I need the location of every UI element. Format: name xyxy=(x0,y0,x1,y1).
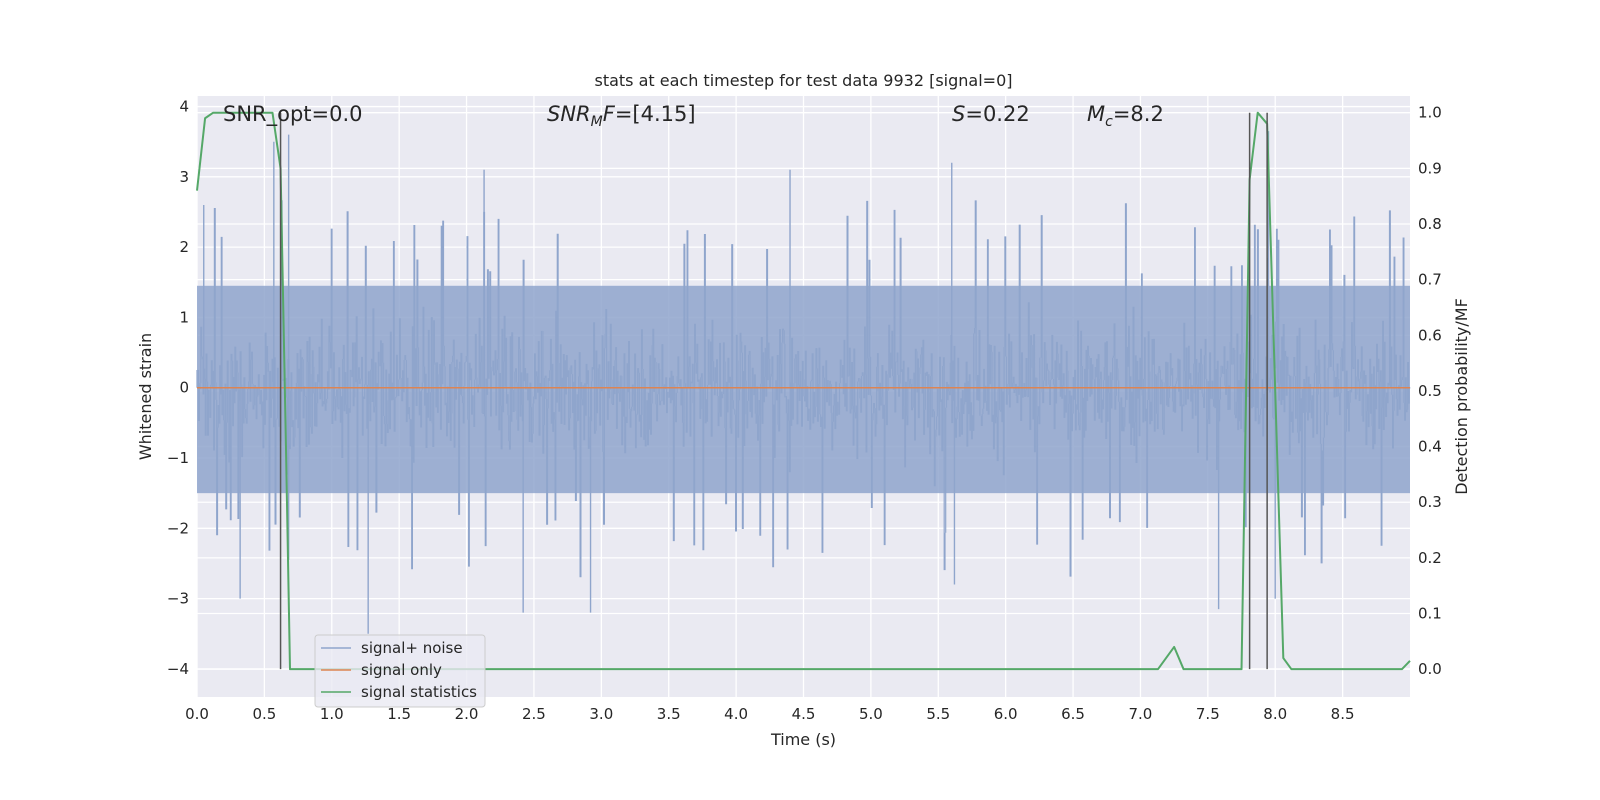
y-axis-label: Whitened strain xyxy=(136,333,155,460)
y2-tick-label: 0.0 xyxy=(1418,660,1442,678)
y-tick-label: 2 xyxy=(179,238,189,256)
y2-tick-label: 0.8 xyxy=(1418,215,1442,233)
mc-label: M xyxy=(1087,102,1105,126)
s-label: S xyxy=(952,102,965,126)
x-tick-label: 6.0 xyxy=(994,705,1018,723)
annotation-mc: Mc=8.2 xyxy=(1087,102,1164,130)
x-tick-label: 8.5 xyxy=(1331,705,1355,723)
x-tick-label: 2.0 xyxy=(455,705,479,723)
x-tick-label: 3.0 xyxy=(589,705,613,723)
x-tick-label: 0.5 xyxy=(252,705,276,723)
y2-tick-label: 0.3 xyxy=(1418,493,1442,511)
x-tick-label: 0.0 xyxy=(185,705,209,723)
annotation-snr-mf: SNRMF=[4.15] xyxy=(547,102,696,130)
annotation-snr-opt: SNR_opt=0.0 xyxy=(223,102,363,127)
snr-mf-label2: F xyxy=(603,102,616,126)
x-tick-label: 5.0 xyxy=(859,705,883,723)
x-tick-label: 3.5 xyxy=(657,705,681,723)
mc-sub: c xyxy=(1105,114,1113,130)
noise-trace xyxy=(196,200,1411,578)
x-tick-label: 2.5 xyxy=(522,705,546,723)
legend-box xyxy=(314,634,486,708)
snr-mf-value: =[4.15] xyxy=(615,102,696,126)
x-tick-label: 6.5 xyxy=(1061,705,1085,723)
snr-mf-label: SNR xyxy=(547,102,591,126)
legend-label-signal-noise: signal+ noise xyxy=(361,639,463,657)
x-tick-label: 1.5 xyxy=(387,705,411,723)
y-tick-label: 1 xyxy=(179,308,189,326)
noise-series xyxy=(196,131,1411,634)
y2-tick-label: 0.6 xyxy=(1418,326,1442,344)
mc-value: =8.2 xyxy=(1113,102,1164,126)
snr-mf-sub: M xyxy=(591,114,603,130)
y-tick-label: −3 xyxy=(167,590,189,608)
legend-label-signal-statistics: signal statistics xyxy=(361,683,477,701)
x-tick-label: 7.0 xyxy=(1129,705,1153,723)
y-tick-label: 3 xyxy=(179,168,189,186)
y2-tick-label: 1.0 xyxy=(1418,104,1442,122)
y2-axis-label: Detection probability/MF xyxy=(1452,298,1471,495)
y2-tick-label: 0.1 xyxy=(1418,605,1442,623)
tick-labels: 0.0 0.5 1.0 1.5 2.0 2.5 3.0 3.5 4.0 4.5 5.0 5.5 6.0 6… xyxy=(167,98,1442,723)
data-lines xyxy=(196,111,1411,671)
x-tick-label: 5.5 xyxy=(926,705,950,723)
legend: signal+ noise signal only signal statist… xyxy=(314,634,486,708)
y-tick-label: 4 xyxy=(179,98,189,116)
y2-tick-label: 0.4 xyxy=(1418,438,1442,456)
y2-tick-label: 0.9 xyxy=(1418,159,1442,177)
x-tick-label: 7.5 xyxy=(1196,705,1220,723)
x-tick-label: 4.5 xyxy=(792,705,816,723)
y2-tick-label: 0.7 xyxy=(1418,271,1442,289)
x-tick-label: 1.0 xyxy=(320,705,344,723)
annotations: SNR_opt=0.0 SNRMF=[4.15] S=0.22 Mc=8.2 xyxy=(223,102,1164,130)
y-tick-label: −4 xyxy=(167,660,189,678)
signal-statistics-line xyxy=(196,111,1411,671)
x-tick-label: 8.0 xyxy=(1263,705,1287,723)
x-axis-label: Time (s) xyxy=(770,730,836,749)
y2-tick-label: 0.2 xyxy=(1418,549,1442,567)
x-tick-label: 4.0 xyxy=(724,705,748,723)
y-tick-label: −2 xyxy=(167,519,189,537)
s-value: =0.22 xyxy=(965,102,1029,126)
legend-label-signal-only: signal only xyxy=(361,661,442,679)
vertical-markers xyxy=(279,112,1268,670)
y-tick-label: −1 xyxy=(167,449,189,467)
y2-tick-label: 0.5 xyxy=(1418,382,1442,400)
annotation-s: S=0.22 xyxy=(952,102,1030,126)
chart-title: stats at each timestep for test data 993… xyxy=(594,71,1012,90)
y-tick-label: 0 xyxy=(179,379,189,397)
